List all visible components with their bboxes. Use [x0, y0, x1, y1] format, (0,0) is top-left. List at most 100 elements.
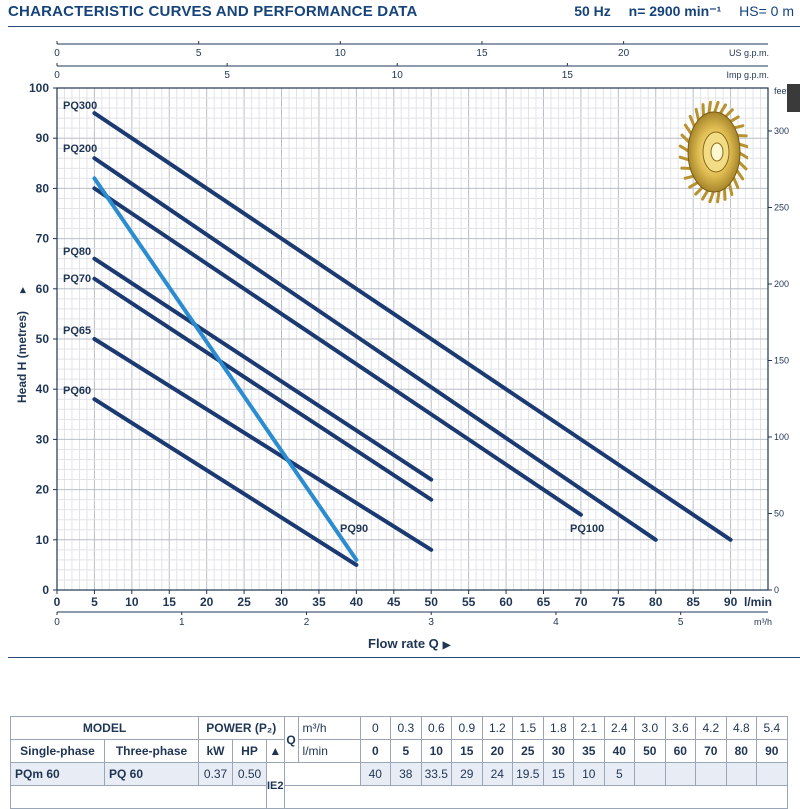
q-m3h-cell: 2.1 [574, 717, 605, 740]
series-label-pq60: PQ60 [63, 385, 91, 397]
blank-cell [284, 763, 360, 786]
head-cell: 40 [360, 763, 391, 786]
q-m3h-cell: 4.2 [696, 717, 727, 740]
power-hp: 0.50 [233, 763, 267, 786]
head-cell [635, 763, 666, 786]
q-header: Q [284, 717, 298, 763]
us-gpm-tick-label: 20 [618, 48, 630, 59]
series-label-pq90: PQ90 [340, 523, 368, 535]
q-lmin-cell: 15 [452, 740, 483, 763]
q-m3h-cell: 1.2 [482, 717, 513, 740]
y-tick-label: 50 [36, 332, 50, 346]
series-label-pq65: PQ65 [63, 325, 91, 337]
q-m3h-cell: 2.4 [604, 717, 635, 740]
power-header: POWER (P₂) [199, 717, 285, 740]
x-tick-label: 0 [54, 595, 61, 609]
x-tick-label: 50 [425, 595, 439, 609]
q-m3h-cell: 0.9 [452, 717, 483, 740]
x-tick-label: 55 [462, 595, 476, 609]
feet-tick-label: 250 [774, 202, 789, 212]
three-phase-header: Three-phase [105, 740, 199, 763]
head-cell: 38 [391, 763, 422, 786]
power-kw: 0.37 [199, 763, 233, 786]
m3h-tick-label: 2 [304, 617, 310, 628]
x-axis-unit-label: l/min [744, 595, 772, 609]
y-tick-label: 70 [36, 232, 50, 246]
page-edge-marker [787, 84, 800, 112]
performance-table: MODEL POWER (P₂) Q m³/h 0 0.3 0.6 0.9 1.… [10, 716, 788, 809]
q-m3h-cell: 4.8 [726, 717, 757, 740]
triangle-header: ▲ [267, 740, 285, 763]
us-gpm-tick-label: 15 [476, 48, 488, 59]
x-tick-label: 40 [350, 595, 364, 609]
m3h-tick-label: 5 [678, 617, 684, 628]
y-tick-label: 60 [36, 282, 50, 296]
blank-cell [11, 786, 267, 809]
flow-arrow-icon: ▶ [443, 640, 451, 651]
flow-rate-label: Flow rate Q [368, 636, 439, 651]
head-cell: 5 [604, 763, 635, 786]
imp-gpm-axis-unit: Imp g.p.m. [726, 70, 769, 80]
y-tick-label: 100 [29, 81, 49, 95]
x-tick-label: 70 [574, 595, 588, 609]
q-m3h-cell: 3.6 [665, 717, 696, 740]
table-row-m3h: MODEL POWER (P₂) Q m³/h 0 0.3 0.6 0.9 1.… [11, 717, 788, 740]
single-phase-header: Single-phase [11, 740, 105, 763]
table-row: PQm 60 PQ 60 0.37 0.50 IE2 40 38 33.5 29… [11, 763, 788, 786]
q-lmin-cell: 40 [604, 740, 635, 763]
table-row-lmin: Single-phase Three-phase kW HP ▲ l/min 0… [11, 740, 788, 763]
y-tick-label: 0 [42, 583, 49, 597]
efficiency-class: IE2 [267, 763, 285, 809]
q-lmin-cell: 0 [360, 740, 391, 763]
feet-tick-label: 0 [774, 585, 779, 595]
impeller-image-icon [676, 100, 748, 204]
feet-tick-label: 100 [774, 432, 789, 442]
y-axis-title: Head H (metres) [15, 311, 29, 403]
y-axis-arrow-icon: ▶ [18, 286, 27, 293]
series-label-pq300: PQ300 [63, 100, 97, 112]
feet-tick-label: 200 [774, 279, 789, 289]
q-m3h-cell: 0.6 [421, 717, 452, 740]
x-tick-label: 75 [612, 595, 626, 609]
head-cell [757, 763, 788, 786]
flow-rate-axis-title: Flow rate Q ▶ [368, 636, 451, 651]
q-lmin-cell: 50 [635, 740, 666, 763]
hp-header: HP [233, 740, 267, 763]
x-tick-label: 25 [237, 595, 251, 609]
q-lmin-cell: 25 [513, 740, 544, 763]
x-tick-label: 90 [724, 595, 738, 609]
q-m3h-cell: 0.3 [391, 717, 422, 740]
x-tick-label: 65 [537, 595, 551, 609]
q-lmin-cell: 10 [421, 740, 452, 763]
head-cell [696, 763, 727, 786]
table-row-partial [11, 786, 788, 809]
series-label-pq200: PQ200 [63, 143, 97, 155]
q-lmin-cell: 20 [482, 740, 513, 763]
us-gpm-tick-label: 5 [196, 48, 202, 59]
unit-lmin: l/min [298, 740, 360, 763]
q-m3h-cell: 3.0 [635, 717, 666, 740]
head-cell: 19.5 [513, 763, 544, 786]
imp-gpm-tick-label: 5 [224, 70, 230, 81]
q-m3h-cell: 1.8 [543, 717, 574, 740]
series-label-pq80: PQ80 [63, 246, 91, 258]
q-lmin-cell: 90 [757, 740, 788, 763]
y-tick-label: 80 [36, 181, 50, 195]
x-tick-label: 85 [686, 595, 700, 609]
x-tick-label: 60 [499, 595, 513, 609]
m3h-tick-label: 3 [428, 617, 434, 628]
head-cell: 33.5 [421, 763, 452, 786]
y-tick-label: 20 [36, 483, 50, 497]
head-cell: 10 [574, 763, 605, 786]
m3h-tick-label: 1 [179, 617, 185, 628]
series-label-pq100: PQ100 [570, 523, 604, 535]
y-tick-label: 90 [36, 131, 50, 145]
x-tick-label: 5 [91, 595, 98, 609]
blank-cell [284, 786, 787, 809]
m3h-axis-unit: m³/h [754, 617, 772, 627]
x-tick-label: 15 [163, 595, 177, 609]
us-gpm-tick-label: 10 [335, 48, 347, 59]
model-three-phase: PQ 60 [105, 763, 199, 786]
x-tick-label: 35 [312, 595, 326, 609]
